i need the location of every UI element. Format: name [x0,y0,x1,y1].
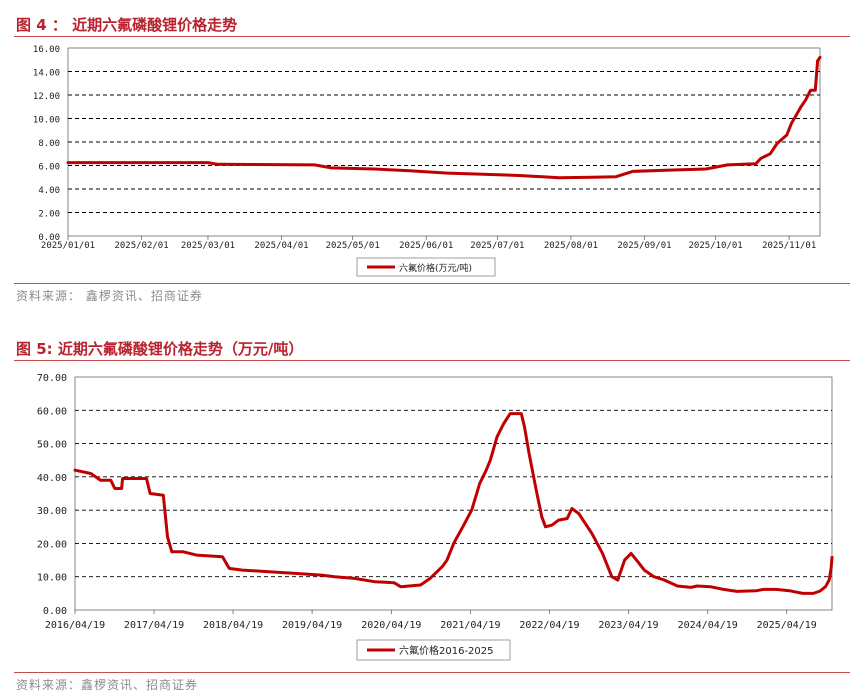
y-tick-label: 0.00 [43,606,67,617]
figure-5-bottom-rule [14,672,850,673]
y-tick-label: 20.00 [37,539,67,550]
x-tick-label: 2020/04/19 [361,620,421,631]
x-tick-label: 2025/05/01 [326,241,380,251]
figure-4-chart: 0.00 2.00 4.00 6.00 8.00 10.00 12.00 14.00 16.00… [33,45,822,277]
y-tick-label: 12.00 [33,92,60,102]
x-tick-label: 2025/08/01 [544,241,598,251]
y-tick-label: 14.00 [33,69,60,79]
y-tick-label: 10.00 [33,116,60,126]
legend-box [356,257,496,277]
x-tick-label: 2025/06/01 [399,241,453,251]
x-tick-label: 2025/10/01 [689,241,743,251]
x-tick-label: 2025/04/01 [254,241,308,251]
y-tick-label: 50.00 [37,440,67,451]
figure-4-source: 资料来源： 鑫椤资讯、招商证券 [16,289,203,303]
y-tick-label: 6.00 [38,163,60,173]
legend-box [356,639,511,661]
x-tick-label: 2025/02/01 [114,241,168,251]
x-tick-label: 2021/04/19 [440,620,500,631]
y-tick-label: 4.00 [38,186,60,196]
y-tick-label: 16.00 [33,45,60,55]
figure-5-top-rule [14,360,850,361]
x-tick-label: 2017/04/19 [124,620,184,631]
x-tick-label: 2023/04/19 [598,620,658,631]
x-tick-label: 2022/04/19 [519,620,579,631]
x-tick-label: 2025/03/01 [181,241,235,251]
x-tick-label: 2018/04/19 [203,620,263,631]
y-tick-label: 10.00 [37,573,67,584]
x-tick-label: 2019/04/19 [282,620,342,631]
y-tick-label: 8.00 [38,139,60,149]
plot-frame [74,376,833,611]
x-tick-label: 2025/01/01 [41,241,95,251]
x-tick-label: 2025/09/01 [617,241,671,251]
x-tick-label: 2025/04/19 [757,620,817,631]
figure-5-source: 资料来源：鑫椤资讯、招商证券 [16,678,199,692]
y-tick-label: 30.00 [37,506,67,517]
y-tick-label: 70.00 [37,373,67,384]
y-tick-label: 2.00 [38,210,60,220]
legend: 六氟价格(万元/吨) [356,257,496,277]
figure-5-chart: 0.00 10.00 20.00 30.00 40.00 50.00 60.00 70.00 2… [37,373,834,661]
y-tick-label: 0.00 [38,233,60,243]
series-line [66,55,822,180]
y-tick-label: 40.00 [37,473,67,484]
legend-label: 六氟价格(万元/吨) [399,262,472,274]
legend: 六氟价格2016-2025 [356,639,511,661]
figure-4-top-rule [14,36,850,37]
x-tick-label: 2016/04/19 [45,620,105,631]
x-tick-label: 2025/07/01 [470,241,524,251]
x-tick-label: 2024/04/19 [678,620,738,631]
series-line [73,412,834,595]
legend-label: 六氟价格2016-2025 [399,644,494,657]
figure-4-title: 图 4 ： 近期六氟磷酸锂价格走势 [16,16,238,34]
x-tick-label: 2025/11/01 [762,241,816,251]
y-tick-label: 60.00 [37,406,67,417]
figure-5-title: 图 5: 近期六氟磷酸锂价格走势（万元/吨） [16,340,304,358]
figure-4-bottom-rule [14,283,850,284]
